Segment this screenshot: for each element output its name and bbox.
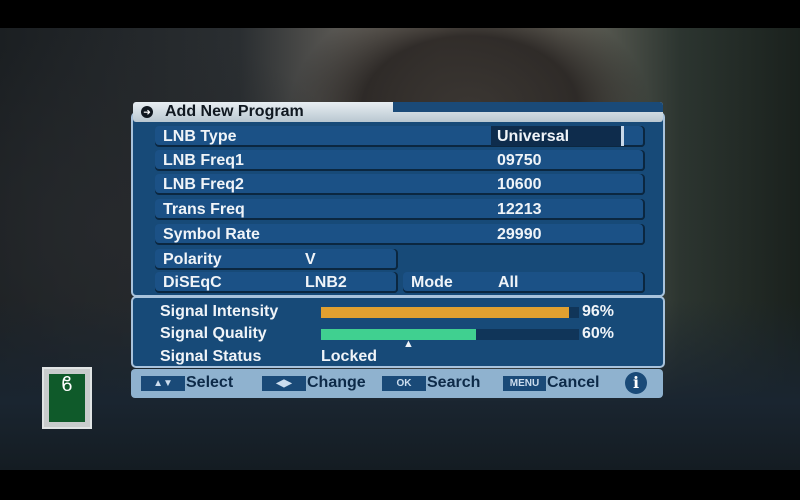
field-value: 12213 <box>497 201 542 218</box>
field-label: Symbol Rate <box>163 226 260 243</box>
field-lnb-type[interactable]: LNB Type Universal <box>155 126 645 147</box>
field-label: Trans Freq <box>163 201 245 218</box>
signal-panel: Signal Intensity 96% Signal Quality 60% … <box>131 296 665 368</box>
field-value: LNB2 <box>305 274 347 291</box>
signal-intensity-value: 96% <box>582 303 615 320</box>
left-right-key-icon: ◀▶ <box>262 376 306 391</box>
field-label: LNB Type <box>163 128 237 145</box>
up-down-key-icon: ▲▼ <box>141 376 185 391</box>
arrow-right-icon: ➜ <box>141 106 153 118</box>
header-tab-decoration <box>393 102 663 112</box>
signal-quality-value: 60% <box>582 325 615 342</box>
field-polarity[interactable]: Polarity V <box>155 249 398 270</box>
signal-quality-fill <box>321 329 476 340</box>
field-label: LNB Freq2 <box>163 176 244 193</box>
dialog-title: Add New Program <box>165 103 304 120</box>
field-value: 09750 <box>497 152 542 169</box>
signal-status-label: Signal Status <box>160 348 262 365</box>
field-lnb-freq2[interactable]: LNB Freq2 10600 <box>155 174 645 195</box>
caret-up-icon: ▲ <box>403 338 414 350</box>
field-mode[interactable]: Mode All <box>403 272 645 293</box>
field-diseqc[interactable]: DiSEqC LNB2 <box>155 272 398 293</box>
field-value: V <box>305 251 316 268</box>
field-lnb-freq1[interactable]: LNB Freq1 09750 <box>155 150 645 171</box>
field-symbol-rate[interactable]: Symbol Rate 29990 <box>155 224 645 245</box>
ok-key-icon: OK <box>382 376 426 391</box>
signal-quality-label: Signal Quality <box>160 325 267 342</box>
info-icon[interactable]: i <box>625 372 647 394</box>
channel-logo: ϐ <box>42 367 92 429</box>
field-value: All <box>498 274 519 291</box>
change-hint: Change <box>307 374 366 391</box>
select-hint: Select <box>186 374 234 391</box>
field-trans-freq[interactable]: Trans Freq 12213 <box>155 199 645 220</box>
field-label: LNB Freq1 <box>163 152 244 169</box>
field-label: DiSEqC <box>163 274 222 291</box>
signal-status-value: Locked <box>321 348 378 365</box>
field-label: Polarity <box>163 251 222 268</box>
field-value: Universal <box>497 128 570 145</box>
signal-quality-bar <box>321 329 579 340</box>
settings-panel: LNB Type Universal LNB Freq1 09750 LNB F… <box>131 112 665 297</box>
signal-intensity-label: Signal Intensity <box>160 303 279 320</box>
menu-key-icon: MENU <box>503 376 546 391</box>
signal-intensity-bar <box>321 307 579 318</box>
signal-intensity-fill <box>321 307 569 318</box>
field-value: 29990 <box>497 226 542 243</box>
cancel-hint[interactable]: Cancel <box>547 374 600 391</box>
field-label: Mode <box>411 274 453 291</box>
lnb-type-select[interactable] <box>491 126 624 146</box>
channel-logo-glyph: ϐ <box>49 374 85 422</box>
help-bar: ▲▼ Select ◀▶ Change OK Search MENU Cance… <box>131 369 663 398</box>
search-hint[interactable]: Search <box>427 374 481 391</box>
field-value: 10600 <box>497 176 542 193</box>
dialog-header: ➜ Add New Program <box>133 102 663 122</box>
